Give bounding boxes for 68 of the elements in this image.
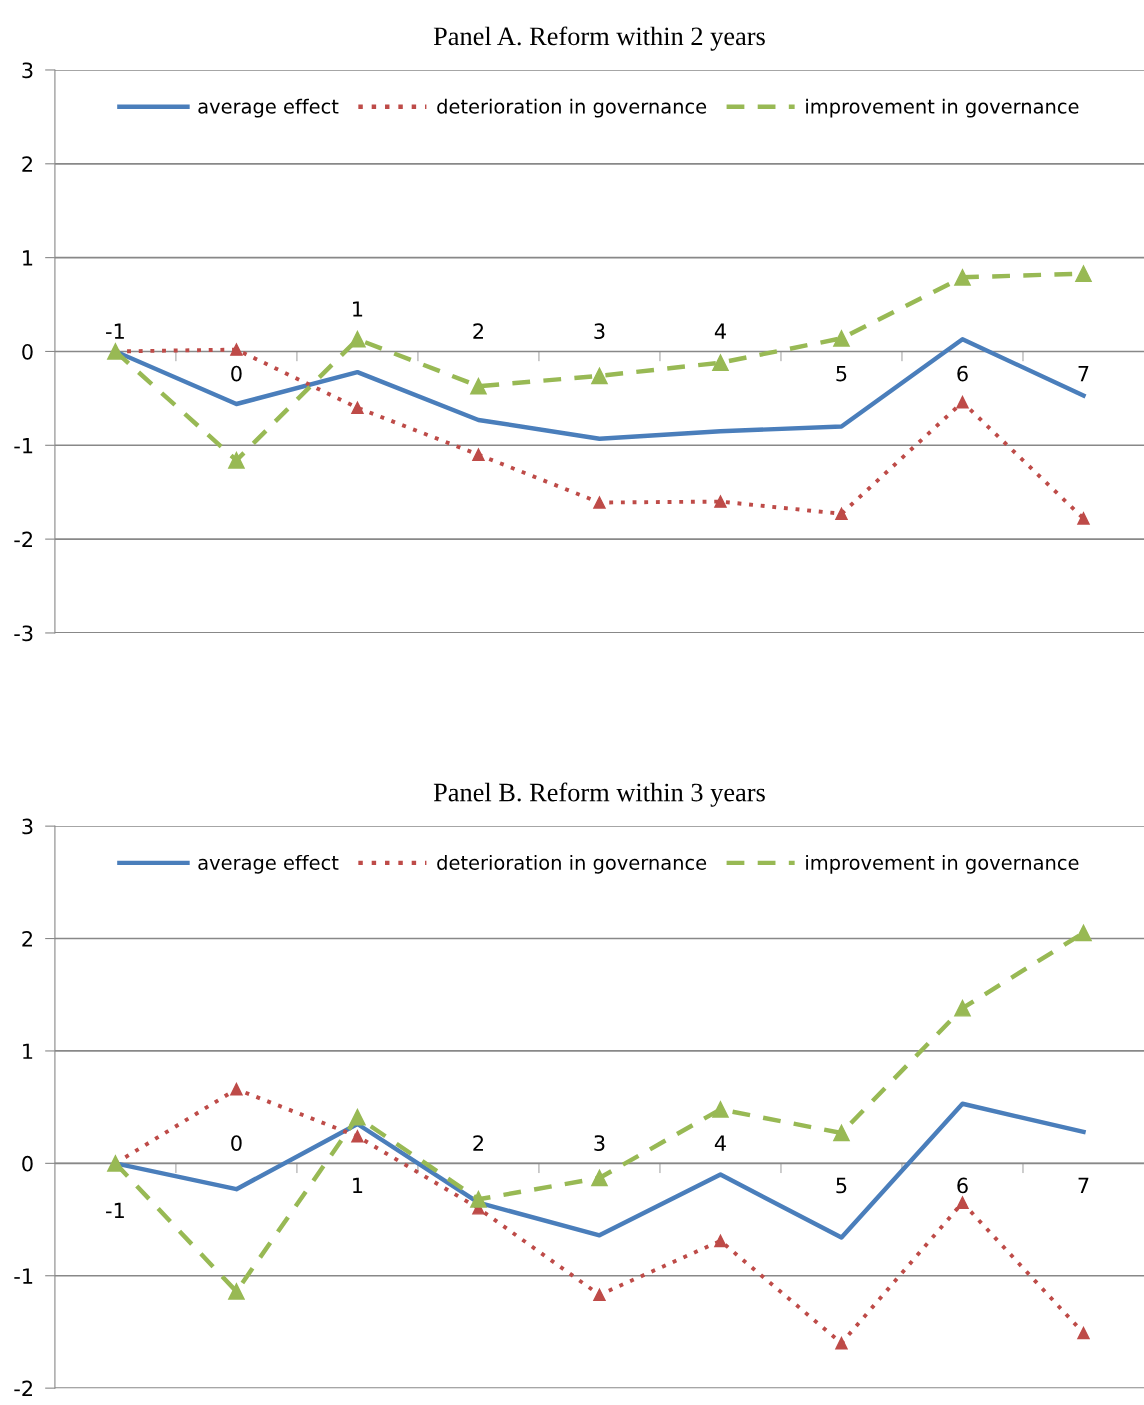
point <box>228 451 245 469</box>
point <box>714 495 727 508</box>
point <box>593 1288 606 1302</box>
x-tick-label: -1 <box>106 323 124 339</box>
point <box>470 377 487 395</box>
x-tick-label: 4 <box>714 1135 726 1151</box>
point <box>1075 924 1092 942</box>
y-tick-label: 1 <box>23 250 33 266</box>
y-tick-label: 0 <box>22 343 33 360</box>
point <box>1075 265 1092 282</box>
y-tick-label: -2 <box>14 1380 32 1397</box>
y-tick-label: -1 <box>14 438 33 454</box>
point <box>835 1336 848 1350</box>
point <box>835 507 848 521</box>
y-tick-label: 2 <box>22 930 32 947</box>
point <box>593 496 606 509</box>
point <box>954 999 971 1017</box>
point <box>956 1196 969 1209</box>
point <box>351 401 364 415</box>
chart-title: Panel B. Reform within 3 years <box>433 782 765 807</box>
x-tick-label: 2 <box>473 1135 483 1151</box>
x-tick-label: 0 <box>231 1135 242 1151</box>
legend-label: average effect <box>198 98 339 118</box>
point <box>1077 1326 1090 1340</box>
x-tick-label: 5 <box>836 1177 847 1194</box>
x-tick-label: 6 <box>957 365 968 382</box>
y-tick-label: -1 <box>14 1268 33 1284</box>
point <box>349 330 366 348</box>
y-tick-label: 0 <box>22 1155 33 1172</box>
point <box>954 269 971 286</box>
point <box>833 329 850 347</box>
legend-label: deterioration in governance <box>437 854 707 874</box>
x-tick-label: 7 <box>1078 365 1089 382</box>
x-tick-label: 1 <box>353 1177 363 1194</box>
point <box>472 448 485 461</box>
point <box>349 1108 366 1126</box>
y-tick-label: 3 <box>22 62 33 79</box>
point <box>470 1190 487 1208</box>
point <box>712 1101 729 1118</box>
legend-label: improvement in governance <box>806 854 1079 874</box>
legend-label: deterioration in governance <box>437 98 707 118</box>
point <box>833 1124 850 1142</box>
x-tick-label: 6 <box>957 1177 968 1194</box>
point <box>228 1283 245 1300</box>
x-tick-label: 5 <box>836 365 847 382</box>
point <box>712 354 729 372</box>
x-tick-label: 3 <box>594 1135 605 1151</box>
x-tick-label: 0 <box>231 365 242 382</box>
point <box>1077 512 1090 525</box>
chart-title: Panel A. Reform within 2 years <box>433 26 765 51</box>
y-tick-label: -2 <box>14 531 32 548</box>
point <box>591 1169 608 1187</box>
point <box>956 395 969 409</box>
point <box>714 1234 727 1248</box>
point <box>230 343 243 356</box>
x-tick-label: 7 <box>1078 1177 1089 1194</box>
legend-label: average effect <box>198 854 339 874</box>
x-tick-label: 2 <box>473 323 483 339</box>
y-tick-label: -3 <box>14 625 33 642</box>
y-tick-label: 2 <box>22 156 32 172</box>
legend-label: improvement in governance <box>806 98 1079 118</box>
point <box>351 1130 364 1143</box>
point <box>230 1082 243 1096</box>
x-tick-label: 3 <box>594 323 605 340</box>
y-tick-label: 3 <box>22 818 33 835</box>
x-tick-label: 4 <box>714 323 726 339</box>
point <box>591 367 608 385</box>
y-tick-label: 1 <box>23 1043 33 1059</box>
